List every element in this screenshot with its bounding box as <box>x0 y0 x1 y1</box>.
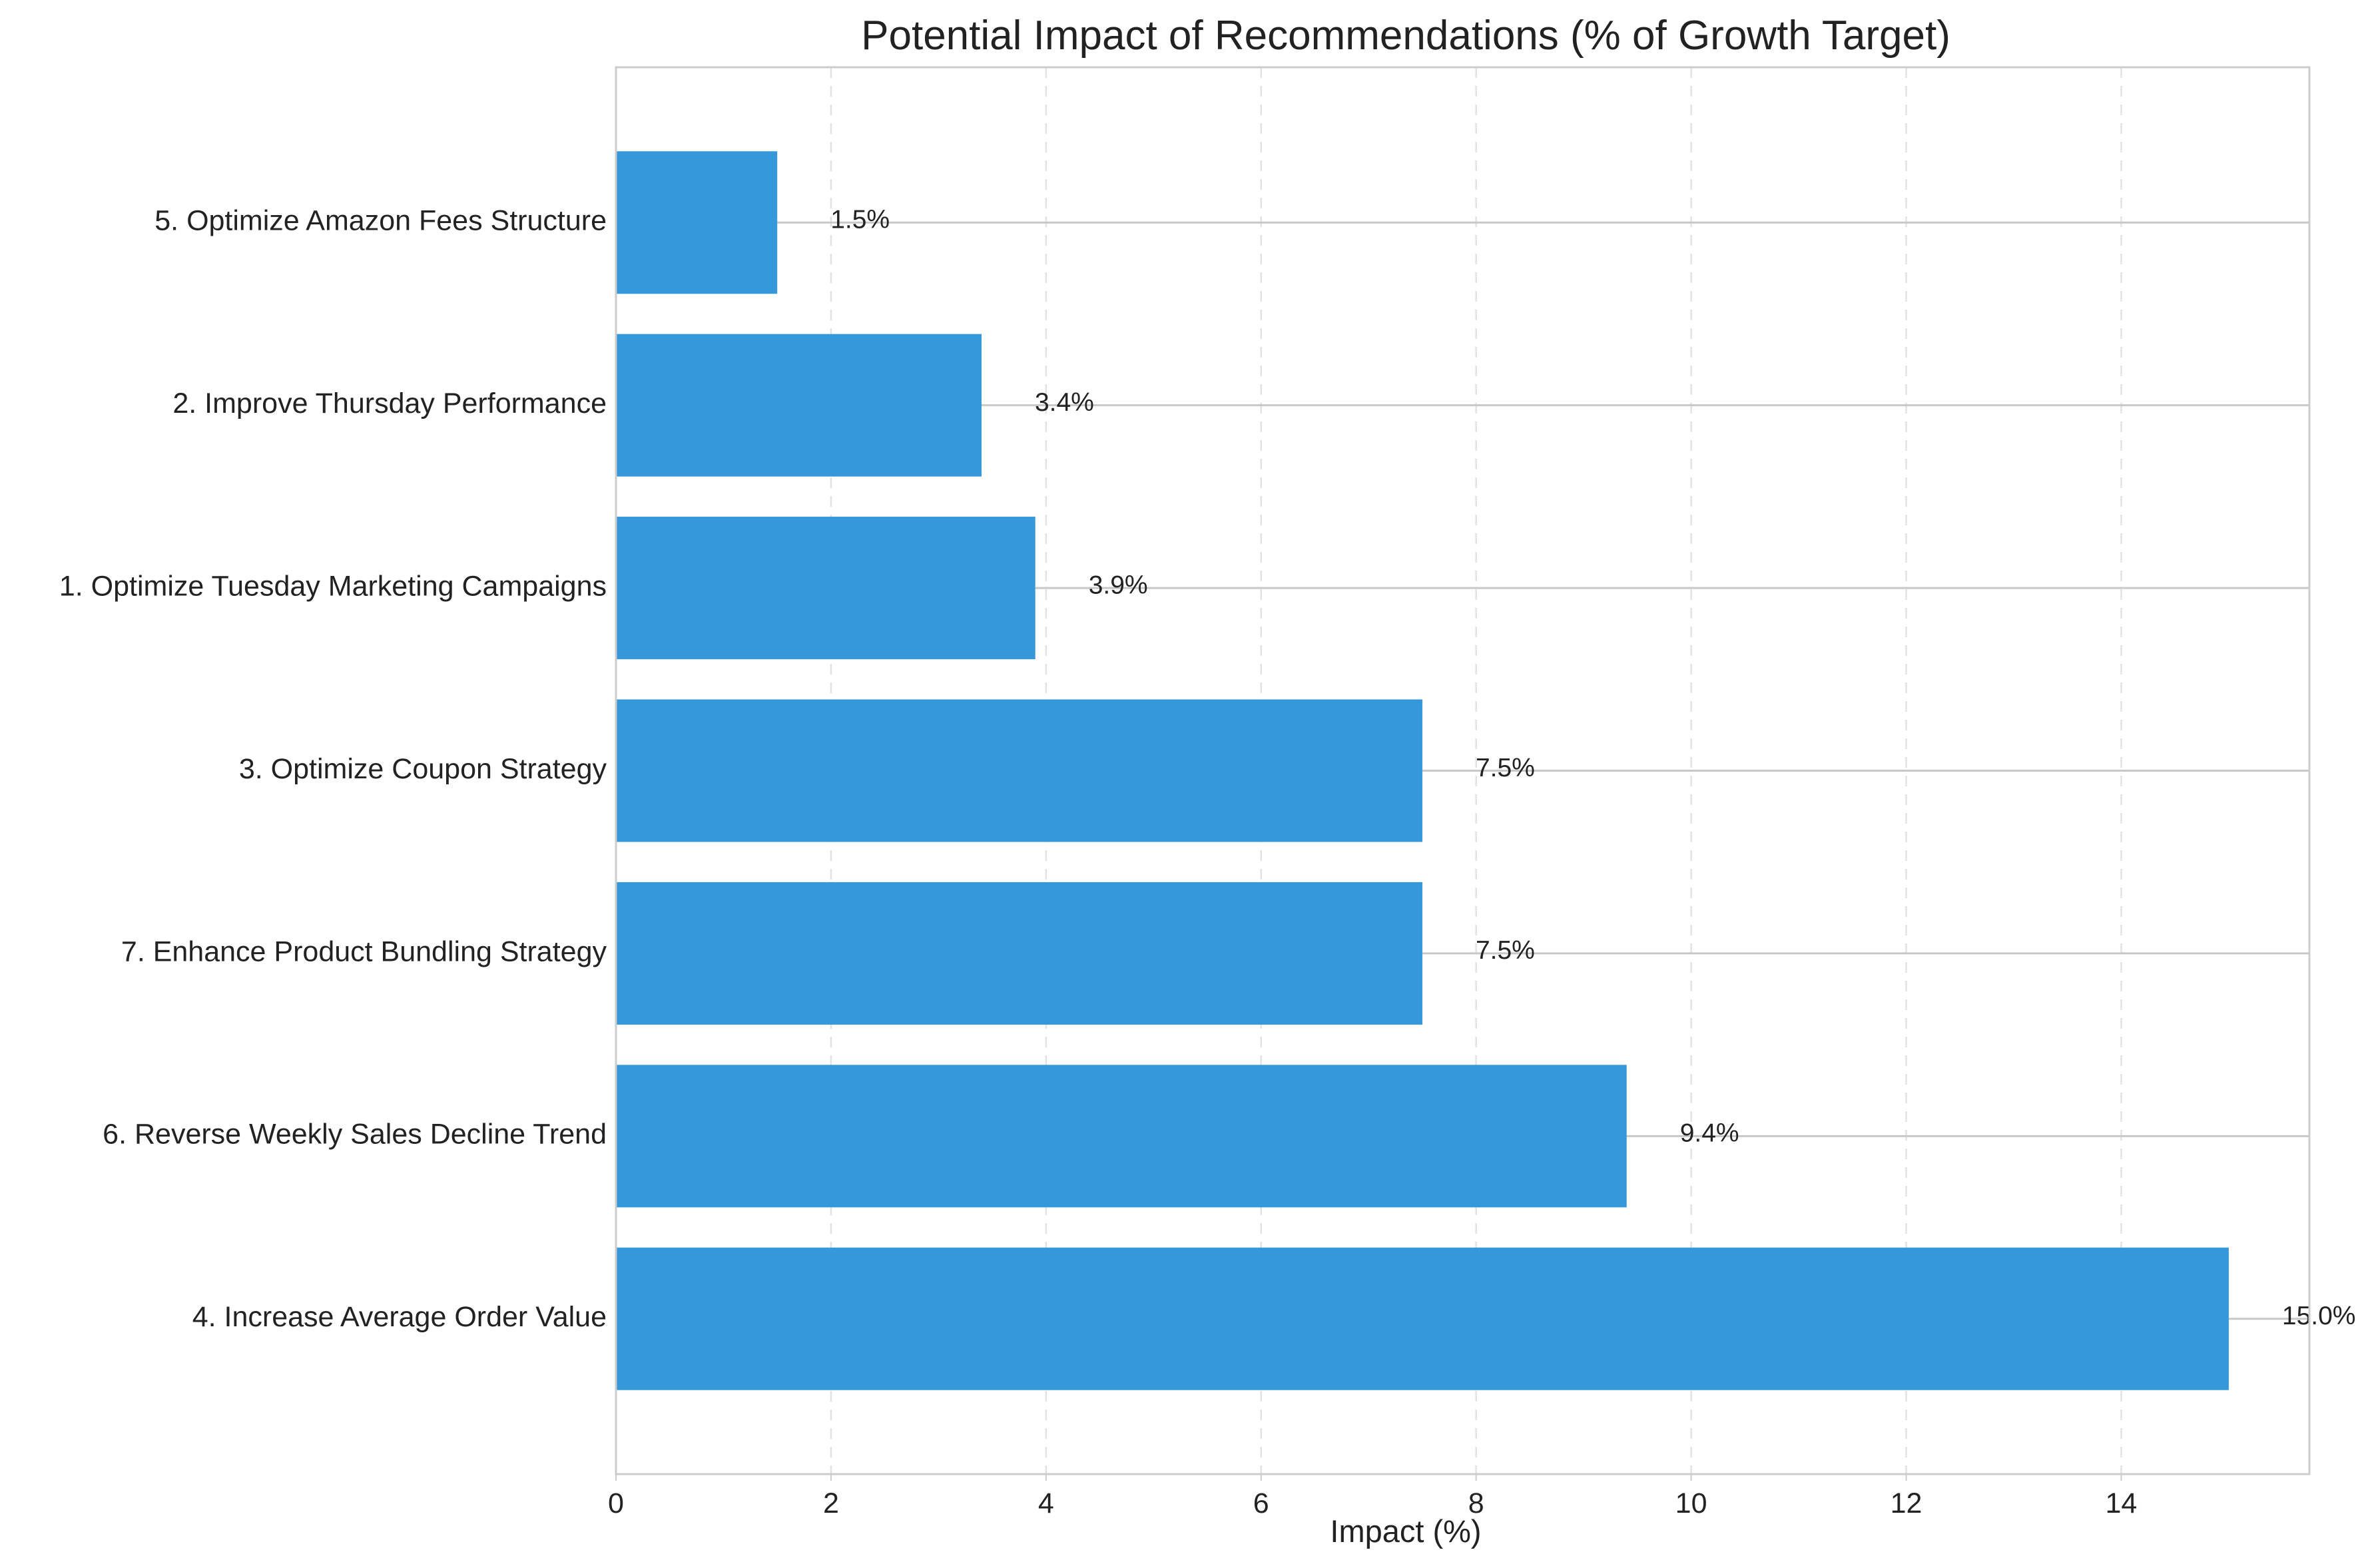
bar-value-label: 1.5% <box>830 206 890 234</box>
category-label-layer: 5. Optimize Amazon Fees Structure 2. Impr… <box>59 205 607 1333</box>
category-label: 3. Optimize Coupon Strategy <box>239 753 607 785</box>
bar-guide-layer <box>777 221 2309 1320</box>
category-label: 7. Enhance Product Bundling Strategy <box>121 935 607 967</box>
x-tick-label: 12 <box>1891 1487 1923 1519</box>
bar <box>616 882 1422 1025</box>
bar <box>616 151 778 294</box>
x-tick-label: 14 <box>2106 1487 2138 1519</box>
bar-value-label: 3.9% <box>1089 571 1148 599</box>
category-label: 6. Reverse Weekly Sales Decline Trend <box>103 1119 607 1151</box>
bar-value-label: 15.0% <box>2282 1302 2356 1330</box>
category-label: 4. Increase Average Order Value <box>192 1301 607 1333</box>
x-tick-label: 10 <box>1675 1487 1707 1519</box>
bar <box>616 517 1036 660</box>
x-tick-label: 4 <box>1038 1487 1054 1519</box>
bar <box>616 699 1422 842</box>
bar-layer <box>616 151 2229 1390</box>
bar-value-label: 7.5% <box>1476 936 1535 965</box>
x-axis-label: Impact (%) <box>1330 1513 1481 1549</box>
bar <box>616 1247 2229 1390</box>
bar-value-label: 7.5% <box>1476 754 1535 782</box>
x-tick-label: 2 <box>823 1487 839 1519</box>
category-label: 5. Optimize Amazon Fees Structure <box>154 205 607 237</box>
x-tick-layer: 0 2 4 6 8 10 12 14 <box>608 1474 2137 1519</box>
x-tick-label: 8 <box>1468 1487 1484 1519</box>
plot-frame <box>615 66 2311 1475</box>
bar <box>616 1065 1627 1208</box>
chart-title: Potential Impact of Recommendations (% o… <box>861 13 1950 59</box>
data-label-layer: 1.5% 3.4% 3.9% 7.5% 7.5% 9.4% 15.0% <box>830 206 2355 1330</box>
x-tick-label: 0 <box>608 1487 624 1519</box>
category-label: 1. Optimize Tuesday Marketing Campaigns <box>59 570 607 602</box>
bar <box>616 334 982 477</box>
x-tick-label: 6 <box>1253 1487 1269 1519</box>
category-label: 2. Improve Thursday Performance <box>172 388 607 419</box>
bar-value-label: 9.4% <box>1680 1119 1739 1148</box>
bar-value-label: 3.4% <box>1035 388 1094 417</box>
